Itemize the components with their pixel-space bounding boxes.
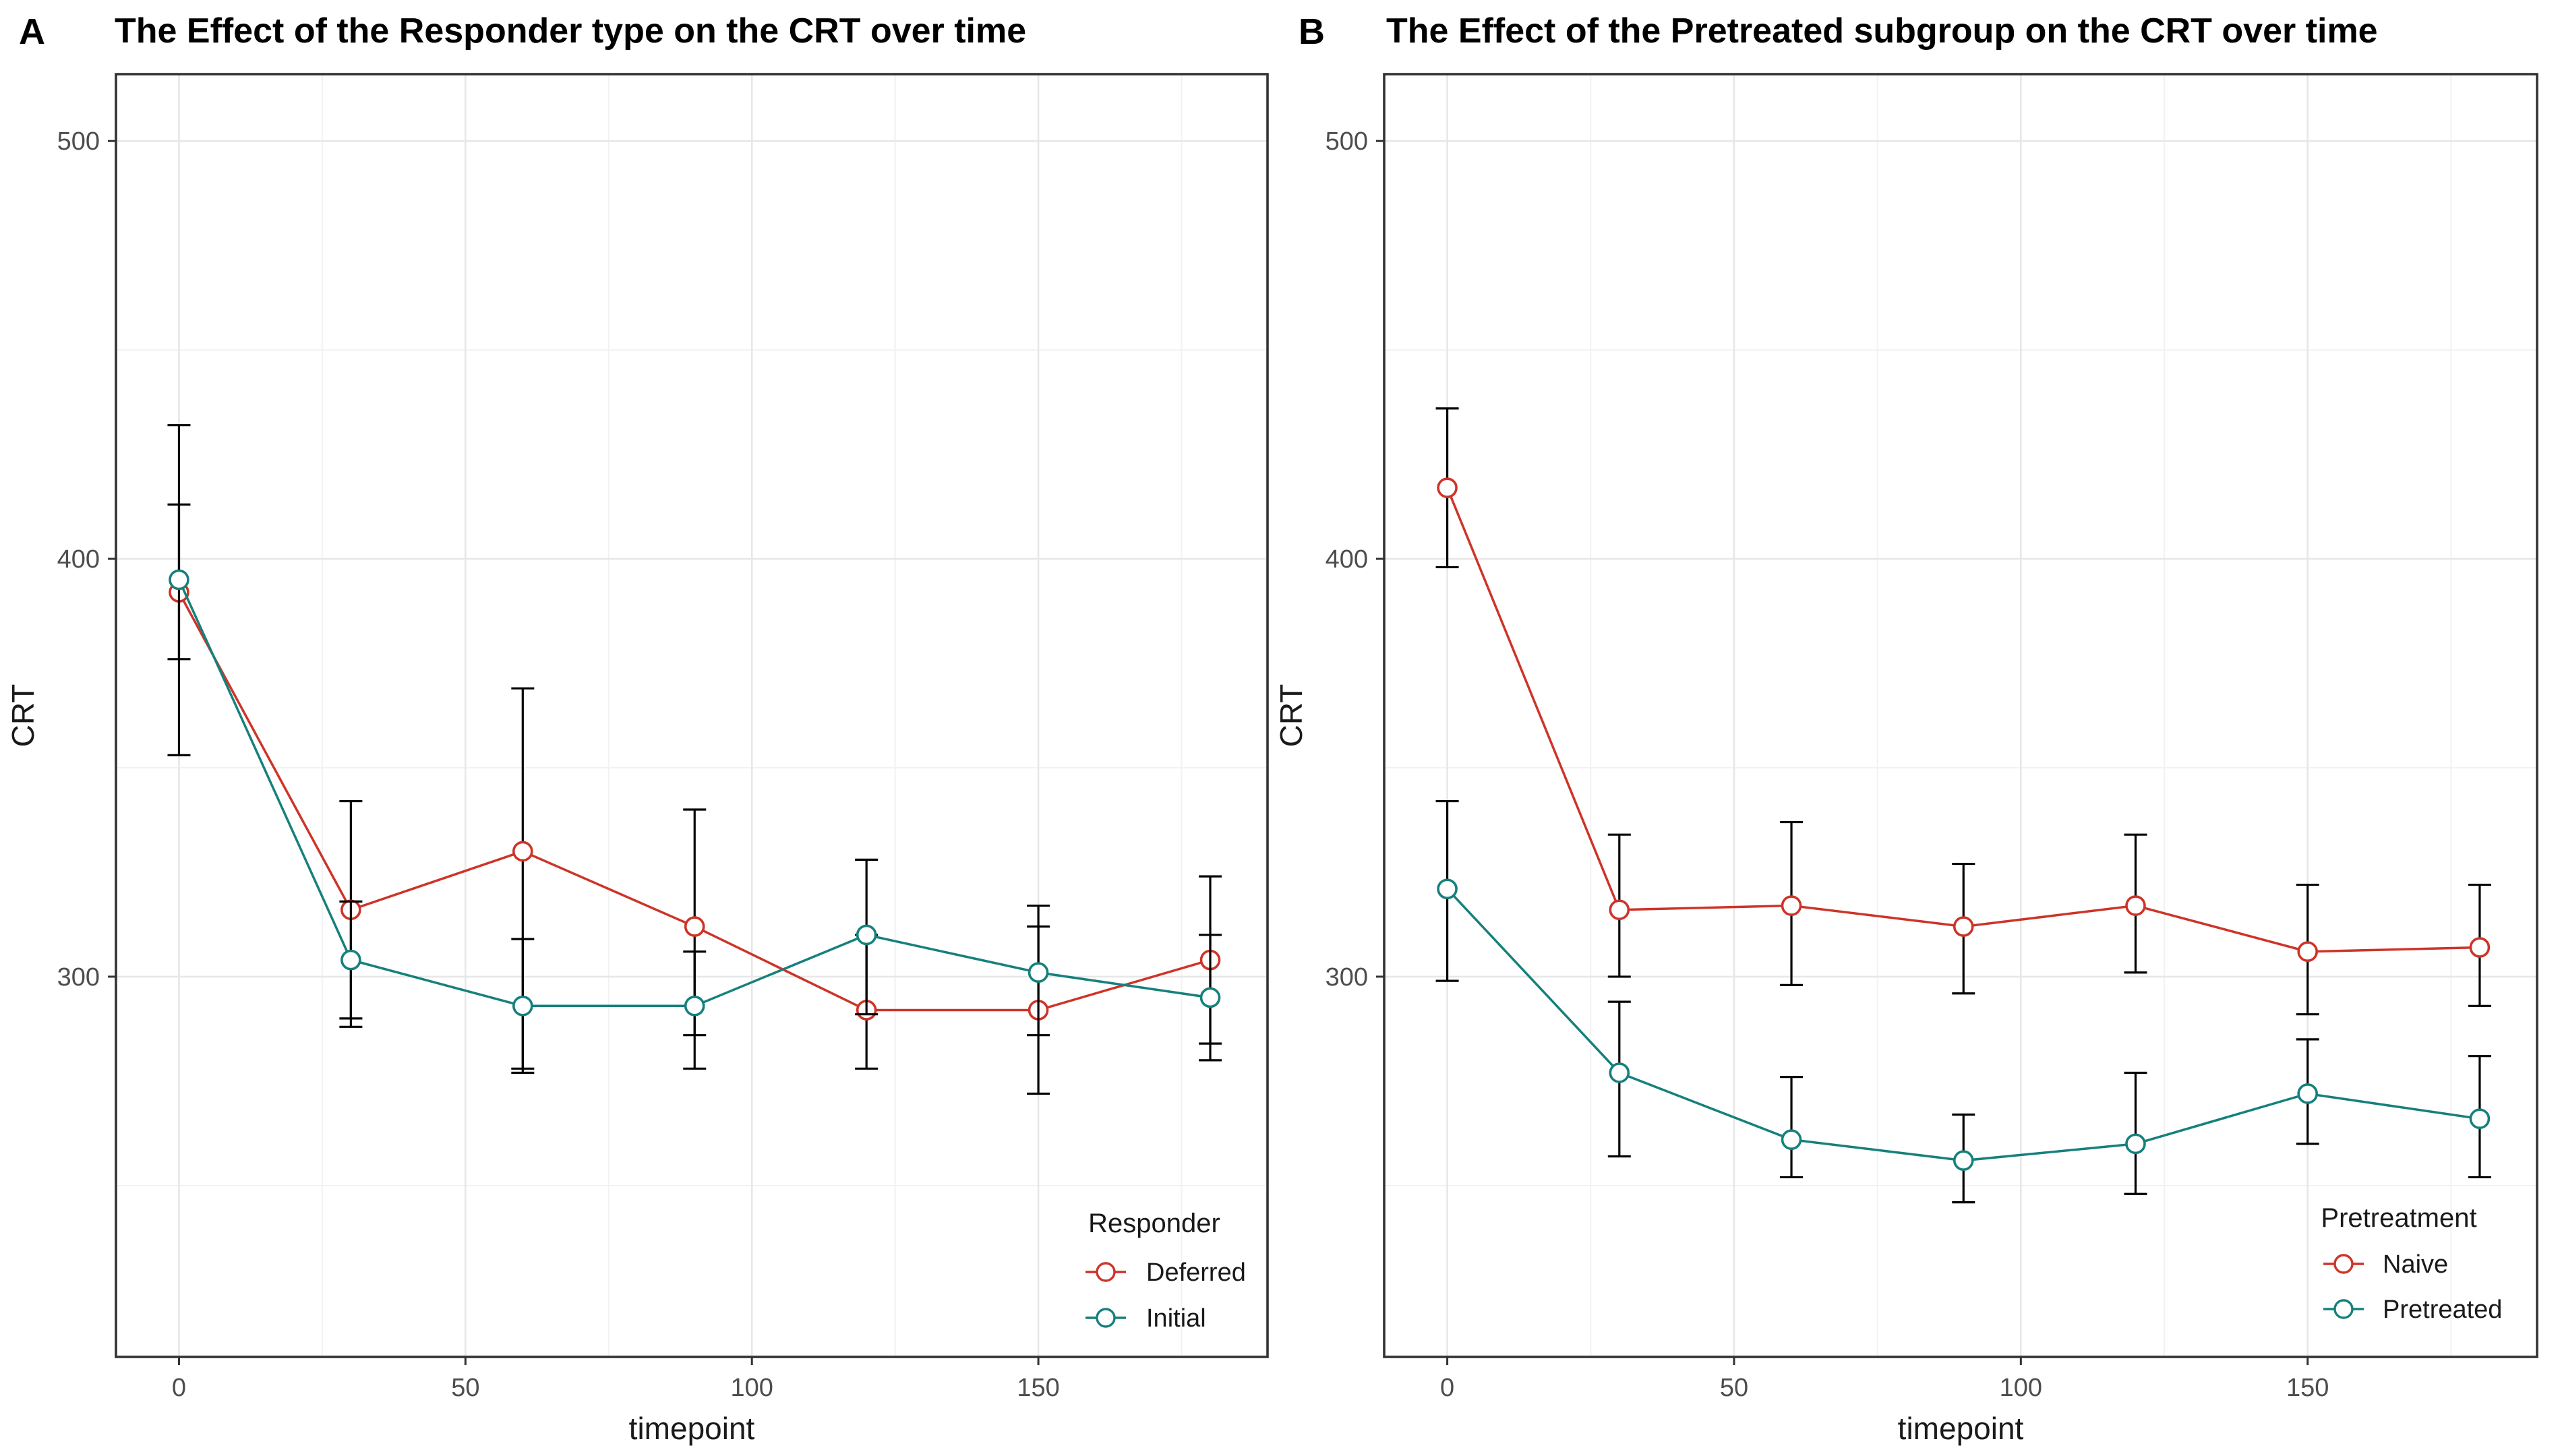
- series-initial: [167, 503, 1222, 1070]
- legend-title: Responder: [1088, 1209, 1220, 1238]
- svg-text:500: 500: [57, 127, 100, 156]
- legend-entry-label: Initial: [1146, 1304, 1206, 1333]
- svg-text:100: 100: [731, 1374, 773, 1402]
- series-pretreated: [1435, 799, 2491, 1204]
- legend-title: Pretreatment: [2321, 1203, 2476, 1233]
- legend-key-point: [2333, 1254, 2354, 1274]
- panel-border: [1383, 73, 2538, 1358]
- legend: Responder Deferred Initial: [1085, 1209, 1246, 1333]
- series-naive: [1435, 407, 2491, 1016]
- x-axis-title: timepoint: [1898, 1411, 2024, 1446]
- svg-text:0: 0: [172, 1374, 186, 1402]
- panel-a: 0 50 100 150 300 400 500 timepoint CRT Responder D…: [5, 73, 1269, 1446]
- legend-key-point: [2333, 1299, 2354, 1319]
- svg-text:150: 150: [2286, 1374, 2329, 1402]
- svg-text:50: 50: [451, 1374, 479, 1402]
- error-bars: [1435, 799, 2491, 1204]
- grid-minor: [116, 74, 1268, 1357]
- panel-border: [115, 73, 1269, 1358]
- svg-text:100: 100: [2000, 1374, 2042, 1402]
- y-axis-title: CRT: [5, 684, 40, 748]
- legend-entry-label: Deferred: [1146, 1258, 1246, 1287]
- svg-text:0: 0: [1440, 1374, 1454, 1402]
- svg-text:400: 400: [1326, 545, 1368, 574]
- svg-text:50: 50: [1720, 1374, 1748, 1402]
- svg-text:500: 500: [1326, 127, 1368, 156]
- legend-key-point: [1096, 1308, 1116, 1328]
- panel-a-title: The Effect of the Responder type on the …: [115, 11, 1027, 51]
- axes: 0 50 100 150 300 400 500 timepoint CRT: [1274, 127, 2329, 1446]
- series-points: [169, 569, 1221, 1017]
- legend-entry-label: Pretreated: [2383, 1296, 2502, 1324]
- legend: Pretreatment Naive Pretreated: [2321, 1203, 2502, 1324]
- panel-a-label: A: [19, 11, 45, 52]
- axes: 0 50 100 150 300 400 500 timepoint CRT: [5, 127, 1060, 1446]
- legend-entry-label: Naive: [2383, 1250, 2448, 1279]
- svg-text:300: 300: [1326, 963, 1368, 992]
- svg-text:150: 150: [1017, 1374, 1059, 1402]
- panel-b-title: The Effect of the Pretreated subgroup on…: [1386, 11, 2378, 51]
- svg-text:300: 300: [57, 963, 100, 992]
- error-bars: [167, 503, 1222, 1070]
- panel-b: 0 50 100 150 300 400 500 timepoint CRT Pretreatme…: [1274, 73, 2538, 1446]
- panel-b-label: B: [1299, 11, 1325, 52]
- grid-minor: [1384, 74, 2537, 1357]
- y-axis-title: CRT: [1274, 684, 1309, 748]
- svg-text:400: 400: [57, 545, 100, 574]
- series-points: [1437, 878, 2491, 1171]
- legend-key-point: [1096, 1262, 1116, 1282]
- grid-major: [116, 74, 1268, 1357]
- x-axis-title: timepoint: [629, 1411, 755, 1446]
- series-points: [1437, 477, 2491, 963]
